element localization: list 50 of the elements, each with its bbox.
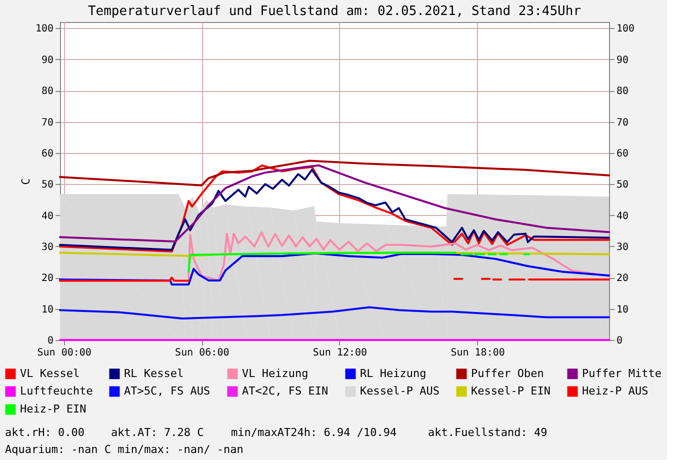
chart-title: Temperaturverlauf und Fuellstand am: 02.05.2021, Stand 23:45Uhr: [88, 4, 582, 19]
legend-label: VL Heizung: [242, 366, 308, 380]
y2-tick-label: 90: [616, 54, 629, 66]
y-tick-label: 50: [41, 180, 54, 191]
y-axis-title: C: [19, 178, 32, 185]
text: min/maxAT24h: 6.94 /10.94: [231, 426, 397, 439]
x-tick-label: Sun 12:00: [312, 348, 368, 358]
x-tick-label: Sun 18:00: [450, 348, 505, 358]
y-tick-label: 0: [47, 336, 54, 346]
y2-tick-label: 80: [616, 86, 629, 98]
y-tick-label: 70: [41, 117, 54, 128]
text: akt.Fuellstand: 49: [428, 426, 548, 439]
y2-tick-label: 30: [616, 242, 629, 253]
legend-label: Luftfeuchte: [20, 384, 93, 398]
line-series: [59, 160, 610, 186]
text: akt.AT: 7.28 C: [111, 426, 204, 439]
text: akt.rH: 0.00: [5, 426, 84, 439]
y-tick-label: 80: [41, 86, 54, 98]
y-tick-label: 60: [41, 148, 54, 160]
y2-tick-label: 40: [616, 210, 629, 222]
legend-label: Kessel-P AUS: [360, 384, 440, 398]
line-series: [59, 306, 610, 320]
y2-tick-label: 60: [616, 148, 629, 160]
text: Aquarium: -nan C min/max: -nan/ -nan: [5, 443, 244, 456]
legend-label: AT>5C, FS AUS: [124, 384, 210, 398]
legend-label: Puffer Oben: [471, 366, 544, 380]
x-tick-label: Sun 00:00: [37, 348, 92, 358]
y2-tick-label: 50: [616, 180, 629, 191]
y-tick-label: 30: [41, 242, 54, 253]
y-tick-label: 90: [41, 54, 54, 66]
line-series: [188, 231, 610, 282]
y2-tick-label: 100: [616, 24, 635, 35]
legend-label: Heiz-P EIN: [20, 402, 86, 416]
y-tick-label: 40: [41, 210, 54, 222]
y2-tick-label: 10: [616, 304, 629, 316]
legend-label: VL Kessel: [20, 366, 80, 380]
y-tick-label: 10: [41, 304, 54, 316]
legend-label: Puffer Mitte: [582, 366, 662, 380]
y2-tick-label: 0: [616, 336, 623, 346]
y2-tick-label: 70: [616, 117, 629, 128]
y-tick-label: 100: [35, 24, 54, 35]
legend-label: RL Heizung: [360, 366, 426, 380]
y2-tick-label: 20: [616, 273, 629, 284]
legend-label: Heiz-P AUS: [582, 384, 648, 398]
line-series: [59, 252, 610, 286]
y-tick-label: 20: [41, 273, 54, 284]
legend-label: AT<2C, FS EIN: [242, 384, 328, 398]
legend-label: RL Kessel: [124, 366, 184, 380]
x-tick-label: Sun 06:00: [175, 348, 230, 358]
legend-label: Kessel-P EIN: [471, 384, 550, 398]
